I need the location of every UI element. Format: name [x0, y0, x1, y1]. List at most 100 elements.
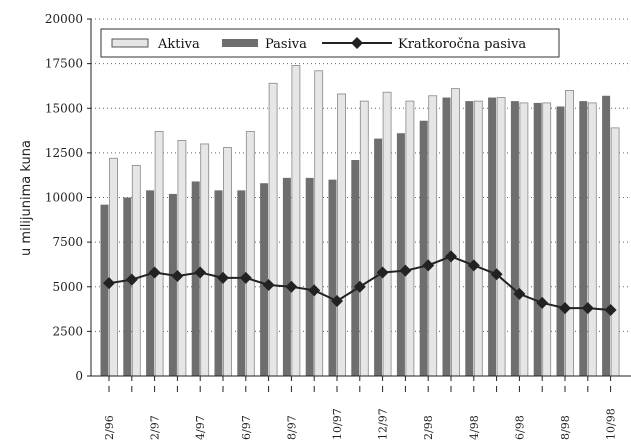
kratkorocna-point	[285, 280, 298, 293]
bar-aktiva	[451, 88, 460, 377]
legend-label-kratkorocna: Kratkoročna pasiva	[398, 37, 526, 52]
bar-aktiva	[496, 97, 506, 377]
bar-aktiva	[131, 164, 141, 377]
bar-aktiva	[314, 70, 324, 377]
kratkorocna-point	[490, 268, 503, 281]
kratkorocna-point	[353, 280, 366, 293]
bar-aktiva	[337, 93, 346, 377]
kratkorocna-point	[559, 302, 571, 315]
kratkorocna-point	[331, 295, 343, 308]
bars	[100, 65, 620, 377]
x-tick-label: 6/97	[240, 415, 253, 440]
y-tick-label: 17500	[45, 57, 83, 71]
kratkorocna-point	[513, 287, 526, 300]
bar-aktiva	[268, 82, 278, 377]
bar-aktiva	[473, 100, 483, 377]
legend-swatch-kratkorocna-marker	[351, 37, 363, 49]
kratkorocna-point	[467, 259, 480, 272]
bar-aktiva	[291, 65, 301, 377]
kratkorocna-point	[604, 303, 617, 316]
legend-label-pasiva: Pasiva	[265, 37, 307, 52]
bar-pasiva	[442, 97, 451, 376]
bar-pasiva	[419, 120, 428, 377]
bar-aktiva	[245, 131, 255, 377]
bar-pasiva	[396, 133, 405, 376]
x-tick-label: 2/96	[103, 415, 116, 440]
kratkorocna-point	[171, 270, 184, 283]
kratkorocna-line	[103, 250, 617, 316]
bar-aktiva	[177, 139, 187, 377]
legend-swatch-pasiva	[222, 39, 258, 47]
bar-pasiva	[260, 183, 269, 376]
y-tick-label: 2500	[52, 324, 83, 338]
bar-pasiva	[305, 177, 314, 376]
bar-aktiva	[382, 91, 392, 377]
y-tick-label: 5000	[52, 280, 83, 294]
x-tick-label: 6/98	[513, 415, 526, 440]
x-axis-ticks: 2/96 2/97 4/97 6/97 8/97 10/97 12/97 2/98 4/98 6/…	[103, 376, 618, 440]
bar-pasiva	[351, 160, 360, 376]
kratkorocna-point	[194, 266, 207, 279]
kratkorocna-point	[308, 284, 321, 297]
bar-aktiva	[587, 102, 597, 377]
y-tick-label: 10000	[45, 191, 83, 205]
bar-pasiva	[579, 101, 588, 377]
bar-aktiva	[519, 102, 529, 377]
kratkorocna-point	[217, 271, 229, 284]
kratkorocna-point	[239, 271, 252, 284]
y-tick-label: 7500	[52, 235, 83, 249]
x-tick-label: 2/98	[422, 415, 435, 440]
x-tick-label: 4/97	[194, 415, 207, 440]
y-tick-label: 20000	[45, 12, 83, 26]
x-tick-label: 12/97	[377, 408, 390, 440]
x-tick-label: 8/97	[285, 415, 298, 440]
kratkorocna-point	[536, 296, 549, 309]
bar-pasiva	[328, 179, 337, 376]
x-tick-label: 10/97	[331, 408, 344, 440]
kratkorocna-point	[399, 264, 412, 277]
bar-aktiva	[542, 102, 552, 377]
legend-swatch-aktiva	[111, 38, 149, 48]
y-tick-label: 0	[75, 369, 83, 383]
bar-pasiva	[374, 138, 383, 376]
bar-pasiva	[191, 181, 200, 376]
bar-pasiva	[123, 197, 132, 376]
bar-pasiva	[168, 193, 177, 376]
y-tick-label: 12500	[45, 146, 83, 160]
kratkorocna-point	[148, 266, 161, 279]
bar-pasiva	[214, 190, 223, 376]
bar-pasiva	[282, 177, 291, 376]
bar-aktiva	[109, 157, 118, 377]
bar-pasiva	[100, 204, 109, 376]
bar-aktiva	[428, 95, 438, 377]
bar-aktiva	[610, 127, 620, 377]
y-axis-label: u milijunima kuna	[19, 140, 34, 256]
bar-pasiva	[237, 190, 246, 376]
legend: Aktiva Pasiva Kratkoročna pasiva	[100, 28, 560, 58]
bar-aktiva	[223, 147, 232, 377]
kratkorocna-point	[581, 302, 594, 315]
bar-aktiva	[359, 100, 369, 377]
kratkorocna-point	[262, 278, 275, 291]
kratkorocna-point	[445, 250, 457, 263]
bar-pasiva	[533, 102, 542, 377]
bar-aktiva	[154, 131, 164, 377]
bar-pasiva	[488, 97, 497, 376]
x-tick-label: 8/98	[559, 415, 572, 440]
bar-aktiva	[200, 143, 210, 377]
x-tick-label: 4/98	[468, 415, 481, 440]
kratkorocna-point	[376, 266, 389, 279]
x-tick-label: 10/98	[605, 408, 618, 440]
bar-aktiva	[405, 100, 415, 377]
bar-pasiva	[510, 101, 519, 377]
y-axis-ticks: 20000 17500 15000 12500 10000 7500 5000 2500 0	[45, 12, 91, 383]
x-tick-label: 2/97	[149, 415, 162, 440]
kratkorocna-point	[422, 259, 435, 272]
bar-pasiva	[556, 106, 565, 376]
kratkorocna-point	[125, 273, 138, 286]
y-tick-label: 15000	[45, 101, 83, 115]
bar-pasiva	[602, 95, 611, 376]
kratkorocna-point	[103, 277, 115, 290]
bar-pasiva	[465, 101, 474, 377]
